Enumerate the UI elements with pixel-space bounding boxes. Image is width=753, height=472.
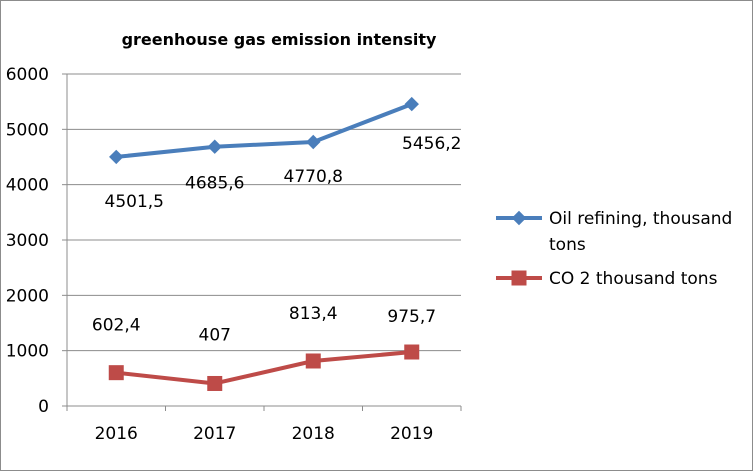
series-0-data-label: 5456,2 xyxy=(402,134,461,154)
axes xyxy=(62,73,462,411)
y-tick-label: 2000 xyxy=(6,286,49,306)
series-0-point xyxy=(306,134,321,150)
series-1-point xyxy=(305,353,321,369)
y-tick-label: 1000 xyxy=(6,342,49,362)
series-1-point xyxy=(108,365,124,381)
x-tick-label: 2016 xyxy=(95,424,138,444)
y-tick-label: 0 xyxy=(38,397,49,417)
data-labels: 4501,5 4685,6 4770,8 5456,2 602,4 407 813,4 975… xyxy=(92,134,462,345)
legend-label-1: CO 2 thousand tons xyxy=(549,269,718,289)
legend-label-0: tons xyxy=(549,235,586,255)
series-line-1 xyxy=(116,350,412,386)
x-tick-label: 2019 xyxy=(390,424,433,444)
series-1-data-label: 407 xyxy=(199,325,231,345)
series-1-data-label: 975,7 xyxy=(387,307,436,327)
y-tick-label: 5000 xyxy=(6,120,49,140)
series-0-data-label: 4501,5 xyxy=(105,192,164,212)
series-0-point xyxy=(207,139,222,154)
series-0-data-label: 4685,6 xyxy=(185,174,244,194)
y-tick-label: 4000 xyxy=(6,176,49,196)
x-tick-label: 2018 xyxy=(292,424,335,444)
series-1-data-label: 813,4 xyxy=(289,304,338,324)
series-line-0 xyxy=(116,102,413,159)
legend-label-0: Oil refining, thousand xyxy=(549,209,732,229)
legend-marker-1 xyxy=(511,270,527,286)
series-group xyxy=(108,96,420,391)
series-0-data-label: 4770,8 xyxy=(284,167,343,187)
series-1-point xyxy=(404,344,420,360)
y-tick-label: 3000 xyxy=(6,231,49,251)
chart-title: greenhouse gas emission intensity xyxy=(122,30,437,49)
tick-labels: 0 1000 2000 3000 4000 5000 6000 2016 2017 2018 201… xyxy=(6,65,434,444)
y-tick-label: 6000 xyxy=(6,65,49,85)
series-0-point xyxy=(404,96,419,112)
series-1-data-label: 602,4 xyxy=(92,316,141,336)
series-0-point xyxy=(109,149,124,165)
gridlines xyxy=(67,73,461,352)
legend: Oil refining, thousand tons CO 2 thousand … xyxy=(496,209,732,289)
legend-marker-0 xyxy=(511,210,527,226)
x-tick-label: 2017 xyxy=(193,424,236,444)
series-1-point xyxy=(207,375,223,391)
